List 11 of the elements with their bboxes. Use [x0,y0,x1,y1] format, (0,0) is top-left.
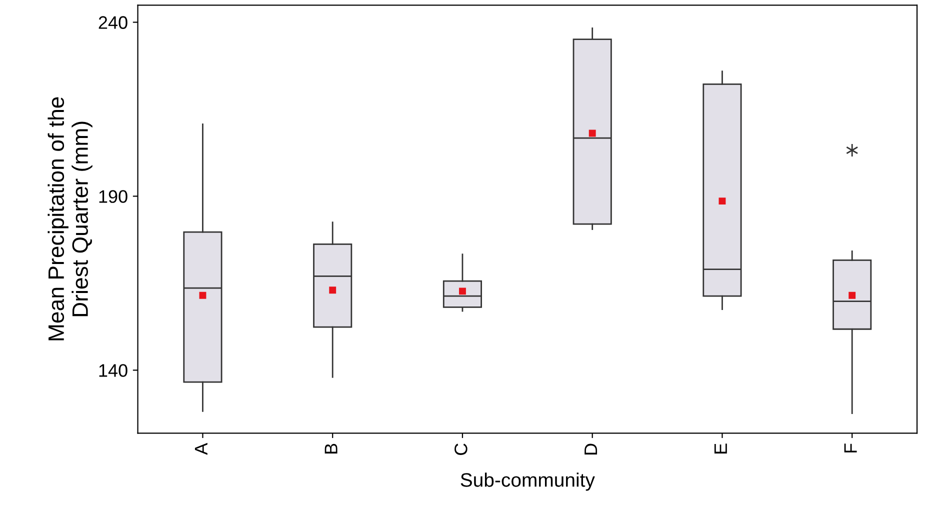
y-tick-label: 190 [99,190,128,203]
y-axis-title: Mean Precipitation of the Driest Quarter (mm) [48,97,92,340]
x-tick-label: E [714,444,727,454]
x-axis-title: Sub-community [460,472,595,491]
x-tick-label: D [584,444,598,454]
x-tick-label: C [454,444,468,456]
y-tick-label: 140 [99,364,128,377]
x-tick-label: B [324,444,338,454]
x-tick-label: A [194,442,208,455]
y-tick-label: 240 [98,16,128,29]
x-tick-label: F [844,444,857,452]
